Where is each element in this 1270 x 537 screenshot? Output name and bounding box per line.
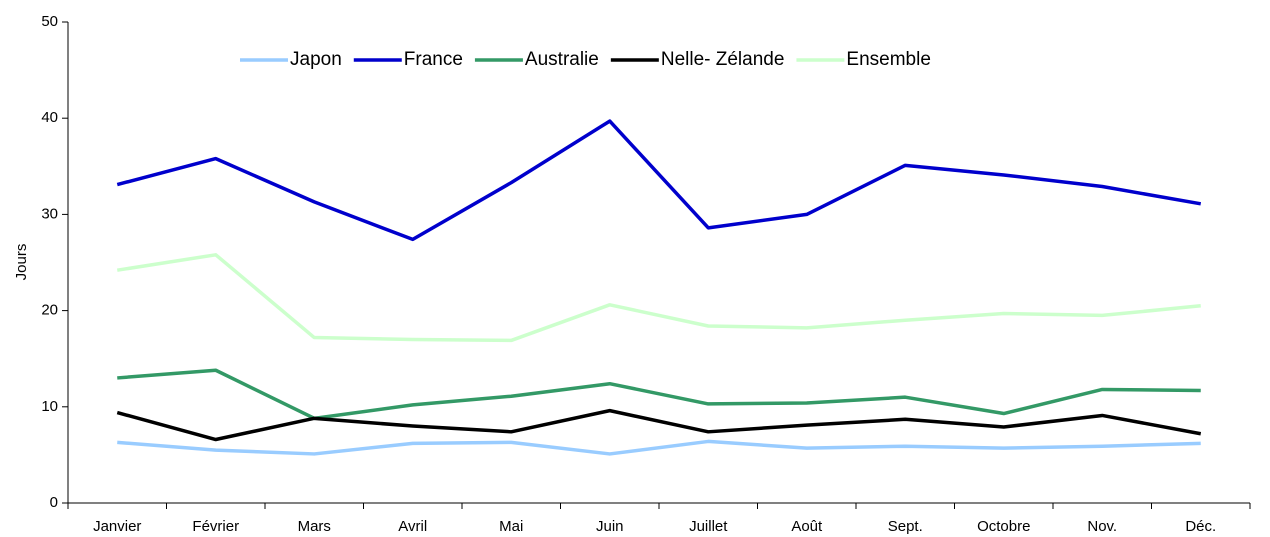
series-line bbox=[117, 368, 1201, 421]
legend-label: Australie bbox=[525, 49, 599, 70]
x-tick-label: Juillet bbox=[689, 518, 728, 535]
x-tick-label: Avril bbox=[398, 518, 427, 535]
x-tick-label: Déc. bbox=[1185, 518, 1216, 535]
x-tick-label: Août bbox=[791, 518, 823, 535]
y-tick-label: 10 bbox=[41, 398, 58, 415]
y-tick-label: 30 bbox=[41, 205, 58, 222]
series-line bbox=[117, 439, 1201, 456]
x-tick-label: Mars bbox=[298, 518, 331, 535]
legend-label: Ensemble bbox=[846, 49, 931, 70]
x-tick-label: Janvier bbox=[93, 518, 141, 535]
y-tick-label: 20 bbox=[41, 302, 58, 319]
x-tick-label: Mai bbox=[499, 518, 523, 535]
series-line bbox=[116, 253, 1201, 343]
series-line bbox=[116, 119, 1202, 242]
legend-label: France bbox=[404, 49, 463, 70]
y-tick-label: 0 bbox=[50, 494, 58, 511]
x-tick-label: Juin bbox=[596, 518, 624, 535]
x-tick-label: Octobre bbox=[977, 518, 1030, 535]
legend-label: Japon bbox=[290, 49, 342, 70]
legend-label: Nelle- Zélande bbox=[661, 49, 785, 70]
y-tick-label: 50 bbox=[41, 13, 58, 30]
y-axis-label: Jours bbox=[13, 244, 30, 281]
x-tick-label: Février bbox=[192, 518, 239, 535]
y-tick-label: 40 bbox=[41, 109, 58, 126]
x-tick-label: Sept. bbox=[888, 518, 923, 535]
x-tick-label: Nov. bbox=[1087, 518, 1117, 535]
series-line bbox=[116, 408, 1202, 442]
